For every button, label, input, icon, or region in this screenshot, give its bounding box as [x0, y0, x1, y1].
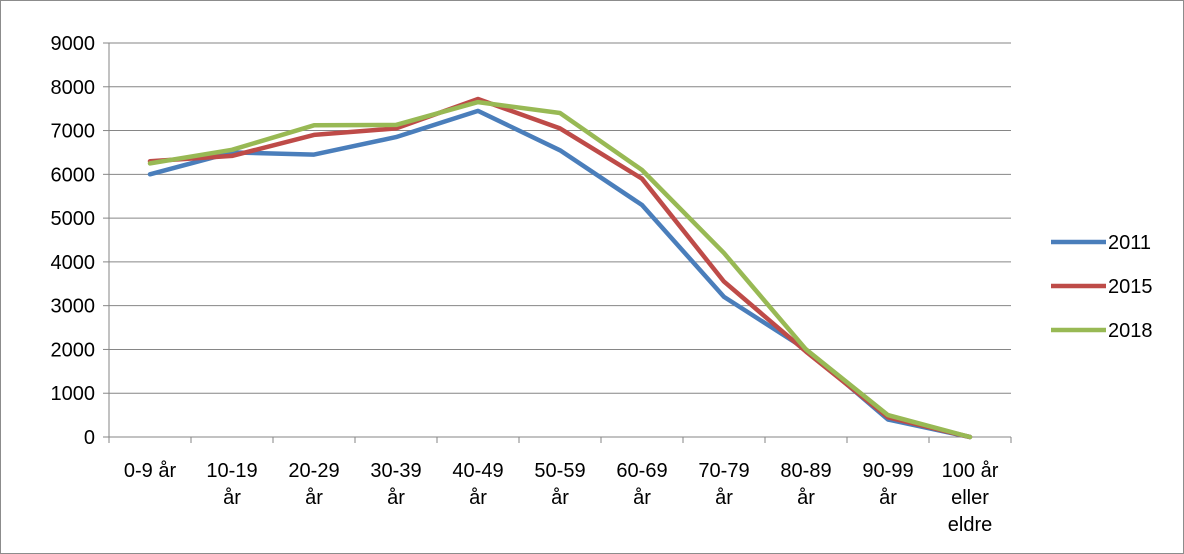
x-tick-label-line: år — [305, 487, 323, 509]
x-tick-label-line: 0-9 år — [124, 460, 177, 482]
x-tick-label-line: år — [797, 487, 815, 509]
x-tick-label-line: 90-99 — [862, 460, 913, 482]
y-tick-label: 2000 — [51, 339, 96, 361]
y-tick-label: 5000 — [51, 208, 96, 230]
x-tick-label: 50-59 år — [534, 460, 585, 509]
x-tick-label-line: år — [715, 487, 733, 509]
y-tick-label: 4000 — [51, 252, 96, 274]
x-tick-label-line: 100 år — [942, 460, 999, 482]
x-tick-label: 90-99 år — [862, 460, 913, 509]
x-tick-label: 30-39 år — [370, 460, 421, 509]
y-tick-label: 6000 — [51, 164, 96, 186]
gridlines — [109, 42, 1011, 394]
x-tick-label-line: år — [469, 487, 487, 509]
x-tick-label-line: år — [633, 487, 651, 509]
legend-label-2011: 2011 — [1108, 232, 1151, 254]
x-tick-label-line: år — [879, 487, 897, 509]
x-tick-label-line: eldre — [948, 514, 992, 536]
axes — [103, 42, 1012, 443]
series-line-2018 — [147, 99, 973, 440]
y-tick-label: 9000 — [51, 33, 96, 55]
y-tick-label: 0 — [84, 427, 95, 449]
y-tick-label: 3000 — [51, 296, 96, 318]
x-tick-label-line: 10-19 — [206, 460, 257, 482]
x-tick-label: 80-89 år — [780, 460, 831, 509]
legend-label-2018: 2018 — [1108, 320, 1153, 342]
x-tick-label: 40-49 år — [452, 460, 503, 509]
legend-label-2015: 2015 — [1108, 276, 1153, 298]
y-tick-label: 1000 — [51, 383, 96, 405]
x-tick-label-line: 30-39 — [370, 460, 421, 482]
x-tick-label-line: år — [551, 487, 569, 509]
x-tick-label: 20-29 år — [288, 460, 339, 509]
x-tick-label: 60-69 år — [616, 460, 667, 509]
x-tick-label-line: eller — [951, 487, 989, 509]
x-tick-label: 70-79 år — [698, 460, 749, 509]
x-tick-label-line: 20-29 — [288, 460, 339, 482]
x-tick-label-line: 70-79 — [698, 460, 749, 482]
x-tick-label-line: 80-89 — [780, 460, 831, 482]
x-tick-label: 10-19 år — [206, 460, 257, 509]
x-tick-label-line: 60-69 — [616, 460, 667, 482]
series-line-2011 — [147, 108, 973, 440]
x-tick-label-line: 50-59 — [534, 460, 585, 482]
x-tick-label-line: 40-49 — [452, 460, 503, 482]
y-tick-label: 7000 — [51, 121, 96, 143]
y-tick-label: 8000 — [51, 77, 96, 99]
y-tick-labels: 0 1000 2000 3000 4000 5000 6000 7000 8000 9000 — [51, 33, 96, 449]
x-tick-label: 100 år eller eldre — [942, 460, 999, 536]
series-lines — [147, 96, 973, 440]
x-tick-label-line: år — [223, 487, 241, 509]
x-tick-label-line: år — [387, 487, 405, 509]
x-tick-labels: 0-9 år 10-19 år 20-29 år 30-39 år 40-49 år 50-59 å… — [124, 460, 999, 536]
x-tick-label: 0-9 år — [124, 460, 177, 482]
legend: 2011 2015 2018 — [1051, 232, 1153, 342]
